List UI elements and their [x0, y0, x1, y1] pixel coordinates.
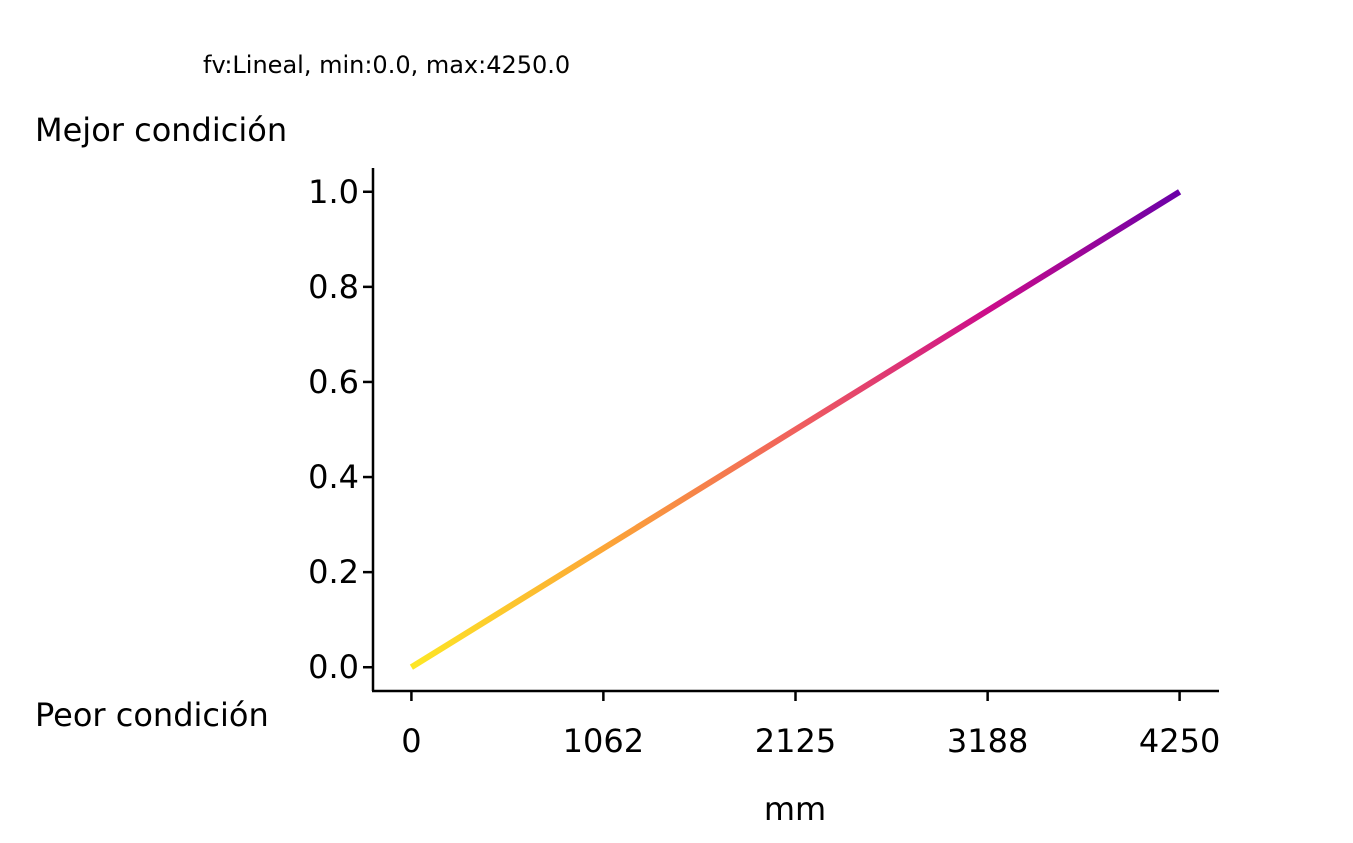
x-axis-label: mm [764, 790, 826, 828]
x-tick-label: 1062 [563, 722, 644, 760]
y-tick-label: 0.4 [308, 458, 359, 496]
y-ticks: 0.0 0.2 0.4 0.6 0.8 1.0 [308, 173, 373, 686]
y-tick-label: 1.0 [308, 173, 359, 211]
x-tick-label: 3188 [947, 722, 1028, 760]
x-tick-label: 0 [401, 722, 421, 760]
y-label-top: Mejor condición [35, 111, 287, 149]
y-label-bottom: Peor condición [35, 696, 269, 734]
series-layer [409, 189, 1182, 670]
y-tick-label: 0.2 [308, 553, 359, 591]
x-tick-label: 4250 [1139, 722, 1220, 760]
y-tick-label: 0.0 [308, 648, 359, 686]
x-tick-label: 2125 [755, 722, 836, 760]
y-tick-label: 0.6 [308, 363, 359, 401]
series-line [409, 189, 1182, 670]
x-ticks: 0 1062 2125 3188 4250 [401, 691, 1220, 760]
y-tick-label: 0.8 [308, 268, 359, 306]
chart-title: fv:Lineal, min:0.0, max:4250.0 [203, 51, 570, 79]
